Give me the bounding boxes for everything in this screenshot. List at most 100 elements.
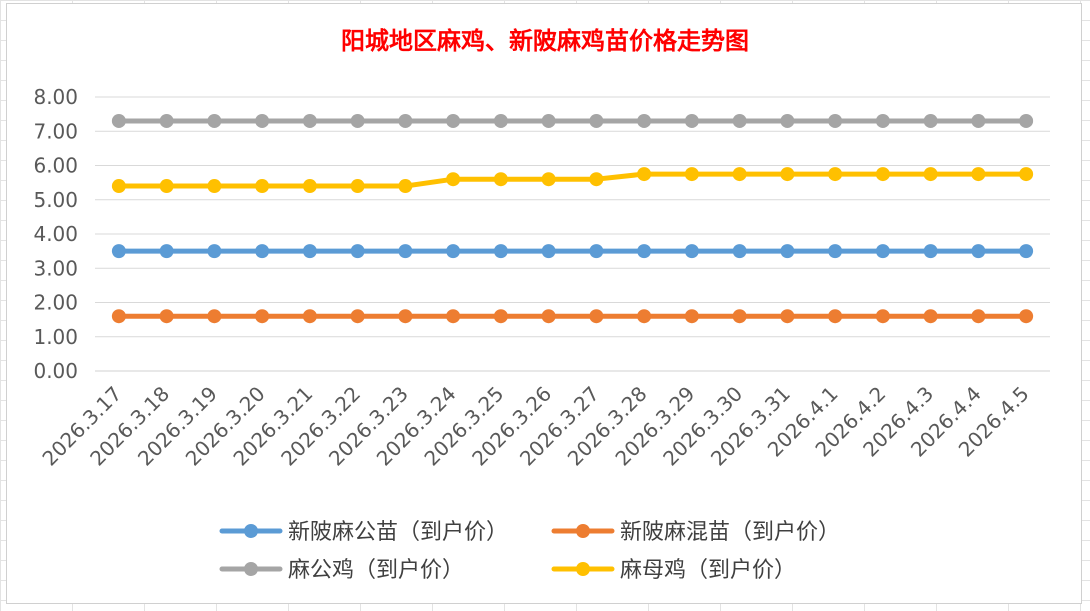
data-point bbox=[446, 113, 461, 128]
data-point bbox=[493, 172, 508, 187]
data-point bbox=[398, 113, 413, 128]
series-0 bbox=[111, 244, 1034, 259]
legend-entry: 麻母鸡（到户价） bbox=[551, 558, 796, 583]
data-point bbox=[302, 113, 317, 128]
chart-title: 阳城地区麻鸡、新陂麻鸡苗价格走势图 bbox=[341, 27, 749, 55]
data-point bbox=[875, 113, 890, 128]
data-point bbox=[207, 179, 222, 194]
data-point bbox=[780, 167, 795, 182]
data-point bbox=[350, 244, 365, 259]
data-point bbox=[493, 309, 508, 324]
data-point bbox=[780, 309, 795, 324]
data-point bbox=[1019, 167, 1034, 182]
data-point bbox=[589, 309, 604, 324]
series-lines bbox=[111, 113, 1034, 324]
data-point bbox=[350, 309, 365, 324]
data-point bbox=[732, 244, 747, 259]
y-tick-label: 6.00 bbox=[33, 154, 78, 178]
data-point bbox=[875, 244, 890, 259]
data-point bbox=[207, 309, 222, 324]
data-point bbox=[971, 167, 986, 182]
data-point bbox=[1019, 244, 1034, 259]
gridlines bbox=[95, 96, 1050, 372]
data-point bbox=[828, 113, 843, 128]
data-point bbox=[780, 113, 795, 128]
legend-entry: 新陂麻公苗（到户价） bbox=[219, 520, 508, 545]
legend-label: 麻母鸡（到户价） bbox=[620, 558, 796, 583]
y-tick-label: 0.00 bbox=[33, 359, 78, 383]
data-point bbox=[350, 113, 365, 128]
y-tick-label: 8.00 bbox=[33, 85, 78, 109]
data-point bbox=[207, 244, 222, 259]
data-point bbox=[302, 309, 317, 324]
chart-area[interactable] bbox=[6, 3, 1082, 604]
data-point bbox=[255, 113, 270, 128]
data-point bbox=[159, 179, 174, 194]
y-tick-label: 1.00 bbox=[33, 325, 78, 349]
data-point bbox=[971, 113, 986, 128]
legend-label: 新陂麻公苗（到户价） bbox=[288, 520, 508, 545]
data-point bbox=[255, 179, 270, 194]
data-point bbox=[923, 167, 938, 182]
data-point bbox=[446, 244, 461, 259]
data-point bbox=[923, 113, 938, 128]
y-tick-label: 7.00 bbox=[33, 119, 78, 143]
data-point bbox=[684, 167, 699, 182]
data-point bbox=[732, 167, 747, 182]
series-1 bbox=[111, 309, 1034, 324]
data-point bbox=[302, 244, 317, 259]
data-point bbox=[541, 113, 556, 128]
series-line bbox=[116, 171, 1029, 189]
data-point bbox=[255, 309, 270, 324]
data-point bbox=[398, 309, 413, 324]
data-point bbox=[111, 179, 126, 194]
data-point bbox=[684, 244, 699, 259]
data-point bbox=[828, 244, 843, 259]
y-axis-ticks: 0.00 1.00 2.00 3.00 4.00 5.00 6.00 7.00 8.00 bbox=[33, 85, 78, 383]
y-tick-label: 2.00 bbox=[33, 291, 78, 315]
legend: 新陂麻公苗（到户价） 新陂麻混苗（到户价） 麻公鸡（到户价） 麻母鸡（到户价） bbox=[219, 520, 840, 583]
data-point bbox=[207, 113, 222, 128]
data-point bbox=[111, 309, 126, 324]
data-point bbox=[541, 309, 556, 324]
data-point bbox=[302, 179, 317, 194]
data-point bbox=[446, 172, 461, 187]
data-point bbox=[732, 113, 747, 128]
legend-swatch-marker bbox=[576, 562, 590, 576]
data-point bbox=[828, 309, 843, 324]
legend-label: 新陂麻混苗（到户价） bbox=[620, 520, 840, 545]
data-point bbox=[780, 244, 795, 259]
legend-label: 麻公鸡（到户价） bbox=[288, 558, 464, 583]
data-point bbox=[828, 167, 843, 182]
data-point bbox=[684, 113, 699, 128]
legend-swatch-marker bbox=[244, 562, 258, 576]
data-point bbox=[350, 179, 365, 194]
data-point bbox=[111, 113, 126, 128]
data-point bbox=[255, 244, 270, 259]
data-point bbox=[541, 172, 556, 187]
y-tick-label: 5.00 bbox=[33, 188, 78, 212]
data-point bbox=[637, 244, 652, 259]
data-point bbox=[875, 167, 890, 182]
data-point bbox=[971, 309, 986, 324]
x-axis-ticks: 2026.3.172026.3.182026.3.192026.3.202026… bbox=[37, 382, 1033, 471]
data-point bbox=[159, 309, 174, 324]
data-point bbox=[923, 309, 938, 324]
data-point bbox=[732, 309, 747, 324]
data-point bbox=[971, 244, 986, 259]
y-tick-label: 3.00 bbox=[33, 256, 78, 280]
data-point bbox=[875, 309, 890, 324]
data-point bbox=[398, 244, 413, 259]
data-point bbox=[446, 309, 461, 324]
data-point bbox=[493, 113, 508, 128]
legend-entry: 麻公鸡（到户价） bbox=[219, 558, 464, 583]
data-point bbox=[923, 244, 938, 259]
data-point bbox=[398, 179, 413, 194]
data-point bbox=[1019, 309, 1034, 324]
data-point bbox=[589, 172, 604, 187]
series-2 bbox=[111, 113, 1034, 128]
data-point bbox=[589, 244, 604, 259]
data-point bbox=[541, 244, 556, 259]
data-point bbox=[684, 309, 699, 324]
